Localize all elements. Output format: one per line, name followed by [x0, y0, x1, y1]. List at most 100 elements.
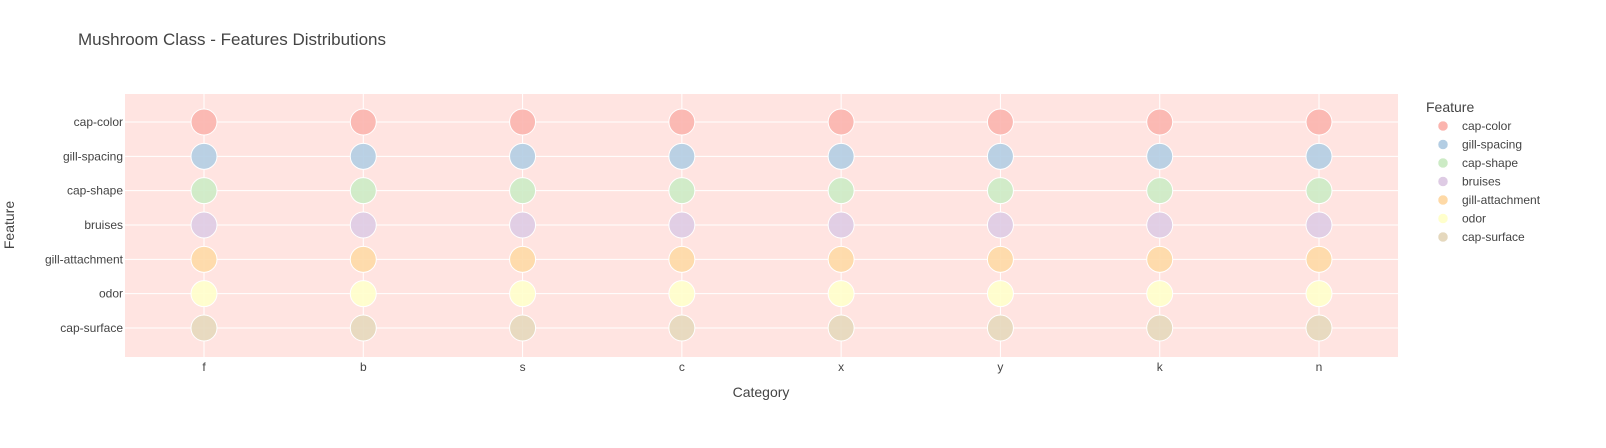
- data-point-cap-color[interactable]: [349, 108, 377, 136]
- data-point-cap-surface[interactable]: [1146, 314, 1174, 342]
- data-point-cap-surface[interactable]: [190, 314, 218, 342]
- x-tick-label: b: [360, 360, 367, 374]
- data-point-odor[interactable]: [1305, 280, 1333, 308]
- legend[interactable]: Feature cap-color gill-spacing cap-shape br…: [1426, 99, 1541, 244]
- data-point-gill-attachment[interactable]: [668, 245, 696, 273]
- data-point-cap-shape[interactable]: [668, 177, 696, 205]
- x-tick-label: n: [1316, 360, 1323, 374]
- data-point-gill-spacing[interactable]: [349, 142, 377, 170]
- data-point-cap-shape[interactable]: [349, 177, 377, 205]
- x-tick-label: c: [679, 360, 685, 374]
- legend-marker: [1437, 213, 1449, 224]
- data-point-bruises[interactable]: [509, 211, 537, 239]
- legend-marker: [1437, 157, 1449, 169]
- data-point-gill-spacing[interactable]: [509, 142, 537, 170]
- data-point-gill-attachment[interactable]: [1305, 245, 1333, 273]
- data-point-cap-surface[interactable]: [1305, 314, 1333, 342]
- data-point-gill-spacing[interactable]: [190, 142, 218, 170]
- data-point-cap-surface[interactable]: [509, 314, 537, 342]
- data-point-gill-spacing[interactable]: [986, 142, 1014, 170]
- data-point-gill-spacing[interactable]: [827, 142, 855, 170]
- data-point-cap-shape[interactable]: [1305, 177, 1333, 205]
- data-point-cap-surface[interactable]: [986, 314, 1014, 342]
- y-tick-label: gill-attachment: [45, 252, 124, 266]
- legend-item-cap-surface[interactable]: cap-surface: [1437, 230, 1525, 244]
- legend-label: gill-spacing: [1462, 138, 1522, 152]
- data-point-cap-color[interactable]: [1146, 108, 1174, 136]
- data-point-bruises[interactable]: [986, 211, 1014, 239]
- x-tick-label: y: [997, 360, 1003, 374]
- y-tick-label: gill-spacing: [63, 149, 123, 163]
- data-point-cap-color[interactable]: [190, 108, 218, 136]
- y-axis-title: Feature: [1, 201, 17, 249]
- data-point-bruises[interactable]: [190, 211, 218, 239]
- grid-lines: [125, 94, 1398, 357]
- data-point-bruises[interactable]: [668, 211, 696, 239]
- data-point-odor[interactable]: [1146, 280, 1174, 308]
- legend-marker: [1437, 194, 1449, 206]
- x-tick-label: k: [1157, 360, 1164, 374]
- data-point-bruises[interactable]: [349, 211, 377, 239]
- legend-marker: [1437, 139, 1449, 150]
- data-point-bruises[interactable]: [827, 211, 855, 239]
- data-point-gill-spacing[interactable]: [1305, 142, 1333, 170]
- data-point-gill-attachment[interactable]: [827, 245, 855, 273]
- legend-item-odor[interactable]: odor: [1437, 212, 1486, 226]
- legend-label: cap-shape: [1462, 156, 1518, 170]
- data-point-gill-spacing[interactable]: [1146, 142, 1174, 170]
- legend-item-gill-spacing[interactable]: gill-spacing: [1437, 138, 1522, 152]
- data-point-cap-color[interactable]: [986, 108, 1014, 136]
- data-point-odor[interactable]: [190, 280, 218, 308]
- data-point-odor[interactable]: [349, 280, 377, 308]
- y-tick-label: bruises: [84, 218, 123, 232]
- data-point-cap-color[interactable]: [827, 108, 855, 136]
- legend-item-cap-color[interactable]: cap-color: [1437, 119, 1511, 133]
- y-tick-label: cap-color: [74, 115, 123, 129]
- data-point-gill-attachment[interactable]: [190, 245, 218, 273]
- markers[interactable]: [190, 108, 1333, 342]
- legend-marker: [1437, 176, 1449, 187]
- data-point-cap-color[interactable]: [509, 108, 537, 136]
- legend-label: cap-color: [1462, 119, 1511, 133]
- x-axis-title: Category: [733, 384, 790, 400]
- x-tick-label: f: [202, 360, 206, 374]
- data-point-cap-shape[interactable]: [509, 177, 537, 205]
- data-point-odor[interactable]: [509, 280, 537, 308]
- data-point-cap-shape[interactable]: [1146, 177, 1174, 205]
- data-point-cap-color[interactable]: [668, 108, 696, 136]
- x-tick-label: s: [520, 360, 526, 374]
- legend-label: gill-attachment: [1462, 193, 1541, 207]
- legend-item-bruises[interactable]: bruises: [1437, 175, 1501, 189]
- x-tick-label: x: [838, 360, 844, 374]
- legend-label: cap-surface: [1462, 230, 1525, 244]
- data-point-cap-shape[interactable]: [986, 177, 1014, 205]
- data-point-gill-spacing[interactable]: [668, 142, 696, 170]
- data-point-cap-color[interactable]: [1305, 108, 1333, 136]
- legend-label: bruises: [1462, 175, 1501, 189]
- data-point-cap-surface[interactable]: [668, 314, 696, 342]
- legend-marker: [1437, 231, 1449, 243]
- y-tick-label: cap-shape: [67, 184, 123, 198]
- data-point-bruises[interactable]: [1146, 211, 1174, 239]
- data-point-odor[interactable]: [668, 280, 696, 308]
- legend-marker: [1437, 120, 1449, 132]
- data-point-cap-surface[interactable]: [827, 314, 855, 342]
- y-tick-label: cap-surface: [60, 321, 123, 335]
- chart-title: Mushroom Class - Features Distributions: [78, 30, 386, 49]
- data-point-gill-attachment[interactable]: [509, 245, 537, 273]
- data-point-gill-attachment[interactable]: [986, 245, 1014, 273]
- data-point-odor[interactable]: [827, 280, 855, 308]
- legend-item-cap-shape[interactable]: cap-shape: [1437, 156, 1518, 170]
- data-point-cap-surface[interactable]: [349, 314, 377, 342]
- legend-item-gill-attachment[interactable]: gill-attachment: [1437, 193, 1541, 207]
- data-point-odor[interactable]: [986, 280, 1014, 308]
- data-point-cap-shape[interactable]: [190, 177, 218, 205]
- data-point-gill-attachment[interactable]: [1146, 245, 1174, 273]
- data-point-cap-shape[interactable]: [827, 177, 855, 205]
- data-point-gill-attachment[interactable]: [349, 245, 377, 273]
- data-point-bruises[interactable]: [1305, 211, 1333, 239]
- y-tick-label: odor: [99, 287, 123, 301]
